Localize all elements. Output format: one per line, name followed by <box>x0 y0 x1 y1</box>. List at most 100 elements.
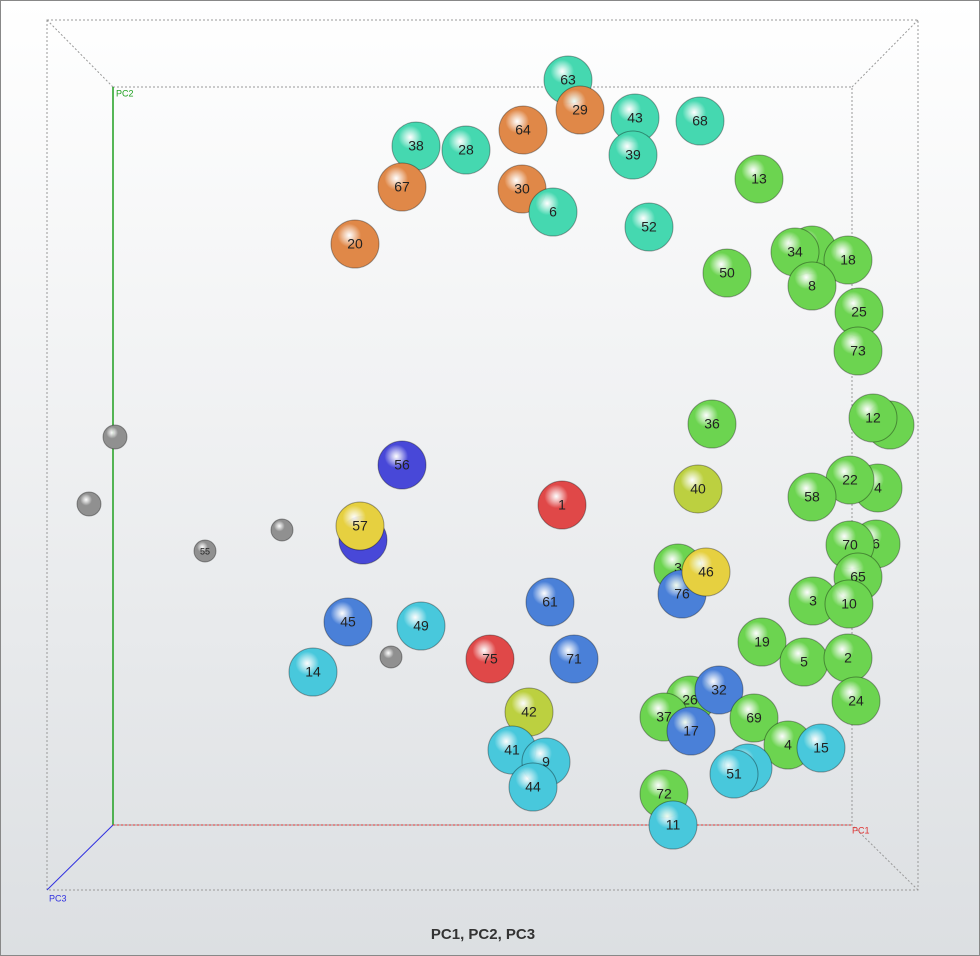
point-label: 6 <box>549 204 557 220</box>
sphere <box>441 125 491 175</box>
point-label: 3 <box>809 593 817 609</box>
sphere <box>675 96 725 146</box>
point-label: 58 <box>804 489 820 505</box>
point-label: 32 <box>711 682 727 698</box>
sphere <box>702 248 752 298</box>
point-label: 68 <box>692 113 708 129</box>
sphere <box>673 464 723 514</box>
sphere <box>549 634 599 684</box>
sphere <box>288 647 338 697</box>
sphere <box>737 617 787 667</box>
sphere <box>323 597 373 647</box>
point-label: 4 <box>874 480 882 496</box>
point-label: 57 <box>352 518 368 534</box>
sphere <box>102 424 128 450</box>
sphere <box>734 154 784 204</box>
point-label: 52 <box>641 219 657 235</box>
sphere <box>525 577 575 627</box>
point-label: 44 <box>525 779 541 795</box>
sphere <box>787 261 837 311</box>
point-label: 10 <box>841 596 857 612</box>
x-axis-label: PC1 <box>852 825 870 835</box>
point-label: 36 <box>704 416 720 432</box>
point-label: 2 <box>844 650 852 666</box>
point-label: 17 <box>683 723 699 739</box>
point-label: 13 <box>751 171 767 187</box>
z-axis-label: PC3 <box>49 893 67 903</box>
sphere <box>648 800 698 850</box>
point-label: 75 <box>482 651 498 667</box>
point-label: 34 <box>787 244 803 260</box>
sphere <box>681 547 731 597</box>
point-label: 12 <box>865 410 881 426</box>
point-label: 71 <box>566 651 582 667</box>
point-label: 67 <box>394 179 410 195</box>
sphere <box>330 219 380 269</box>
sphere <box>831 676 881 726</box>
sphere <box>537 480 587 530</box>
point-label: 46 <box>698 564 714 580</box>
sphere <box>823 235 873 285</box>
sphere <box>624 202 674 252</box>
point-label: 19 <box>754 634 770 650</box>
point-label: 18 <box>840 252 856 268</box>
point-label: 14 <box>305 664 321 680</box>
sphere <box>396 601 446 651</box>
sphere <box>709 749 759 799</box>
sphere <box>379 645 403 669</box>
point-label: 25 <box>851 304 867 320</box>
point-label: 42 <box>521 704 537 720</box>
point-label: 26 <box>682 692 698 708</box>
point-label: 41 <box>504 742 520 758</box>
point-label: 55 <box>200 546 210 556</box>
point-label: 56 <box>394 457 410 473</box>
point-label: 40 <box>690 481 706 497</box>
sphere <box>796 723 846 773</box>
point-label: 45 <box>340 614 356 630</box>
chart-title: PC1, PC2, PC3 <box>431 926 535 943</box>
point-label: 61 <box>542 594 558 610</box>
point-label: 72 <box>656 786 672 802</box>
point-label: 6 <box>872 536 880 552</box>
point-label: 38 <box>408 138 424 154</box>
z-axis <box>46 824 114 891</box>
point-label: 76 <box>674 586 690 602</box>
sphere <box>833 326 883 376</box>
point-label: 69 <box>746 710 762 726</box>
point-label: 15 <box>813 740 829 756</box>
sphere <box>666 706 716 756</box>
sphere <box>528 187 578 237</box>
sphere <box>270 518 294 542</box>
y-axis-label: PC2 <box>116 88 134 98</box>
sphere <box>465 634 515 684</box>
point-label: 3 <box>674 560 682 576</box>
point-label: 8 <box>808 278 816 294</box>
point-label: 70 <box>842 537 858 553</box>
sphere <box>608 130 658 180</box>
sphere <box>508 762 558 812</box>
sphere <box>377 162 427 212</box>
point-label: 43 <box>627 110 643 126</box>
sphere <box>687 399 737 449</box>
point-label: 30 <box>514 181 530 197</box>
point-label: 50 <box>719 265 735 281</box>
point-label: 28 <box>458 142 474 158</box>
point-label: 22 <box>842 472 858 488</box>
point-label: 1 <box>558 497 566 513</box>
point-label: 73 <box>850 343 866 359</box>
point-label: 49 <box>413 618 429 634</box>
point-label: 24 <box>848 693 864 709</box>
point-label: 29 <box>572 102 588 118</box>
sphere <box>335 501 385 551</box>
point-label: 64 <box>515 122 531 138</box>
point-label: 51 <box>726 766 742 782</box>
point-label: 20 <box>347 236 363 252</box>
sphere <box>76 491 102 517</box>
point-label: 5 <box>800 654 808 670</box>
point-label: 4 <box>784 737 792 753</box>
sphere <box>694 665 744 715</box>
sphere <box>787 472 837 522</box>
point-label: 11 <box>666 817 681 833</box>
sphere <box>498 105 548 155</box>
